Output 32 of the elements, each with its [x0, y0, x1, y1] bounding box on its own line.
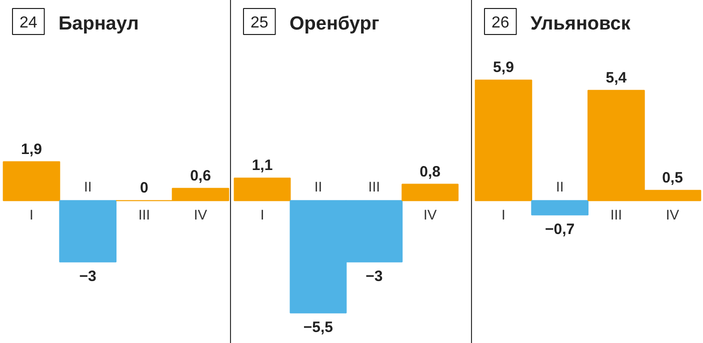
data-label: −0,7 [545, 220, 575, 238]
bar [531, 200, 588, 216]
category-label: III [368, 178, 380, 195]
category-label: III [610, 206, 622, 223]
data-label: −3 [79, 268, 96, 285]
category-label: IV [194, 206, 208, 223]
bar [474, 80, 532, 202]
category-label: IV [423, 206, 437, 223]
data-label: 0,5 [662, 169, 683, 186]
data-label: −3 [366, 268, 383, 285]
data-label: 0,6 [190, 167, 211, 184]
data-label: 1,1 [252, 157, 273, 174]
category-label: II [556, 178, 564, 195]
data-label: 0 [140, 180, 148, 197]
category-label: II [314, 178, 322, 195]
annotation: 24 [20, 14, 38, 32]
category-label: I [502, 206, 506, 223]
annotation: 26 [492, 14, 510, 32]
text: Ульяновск [530, 14, 631, 34]
data-label: 1,9 [21, 140, 42, 158]
data-label: 5,9 [493, 59, 514, 76]
text: Оренбург [290, 14, 380, 34]
text: Барнаул [58, 14, 139, 34]
category-label: I [30, 206, 34, 223]
category-label: I [260, 206, 264, 223]
category-label: II [84, 178, 92, 195]
data-label: 0,8 [420, 163, 441, 180]
data-label: 5,4 [606, 69, 628, 86]
category-label: III [138, 206, 150, 223]
data-label: −5,5 [303, 318, 334, 336]
category-label: IV [666, 206, 680, 223]
annotation: 25 [250, 14, 268, 32]
